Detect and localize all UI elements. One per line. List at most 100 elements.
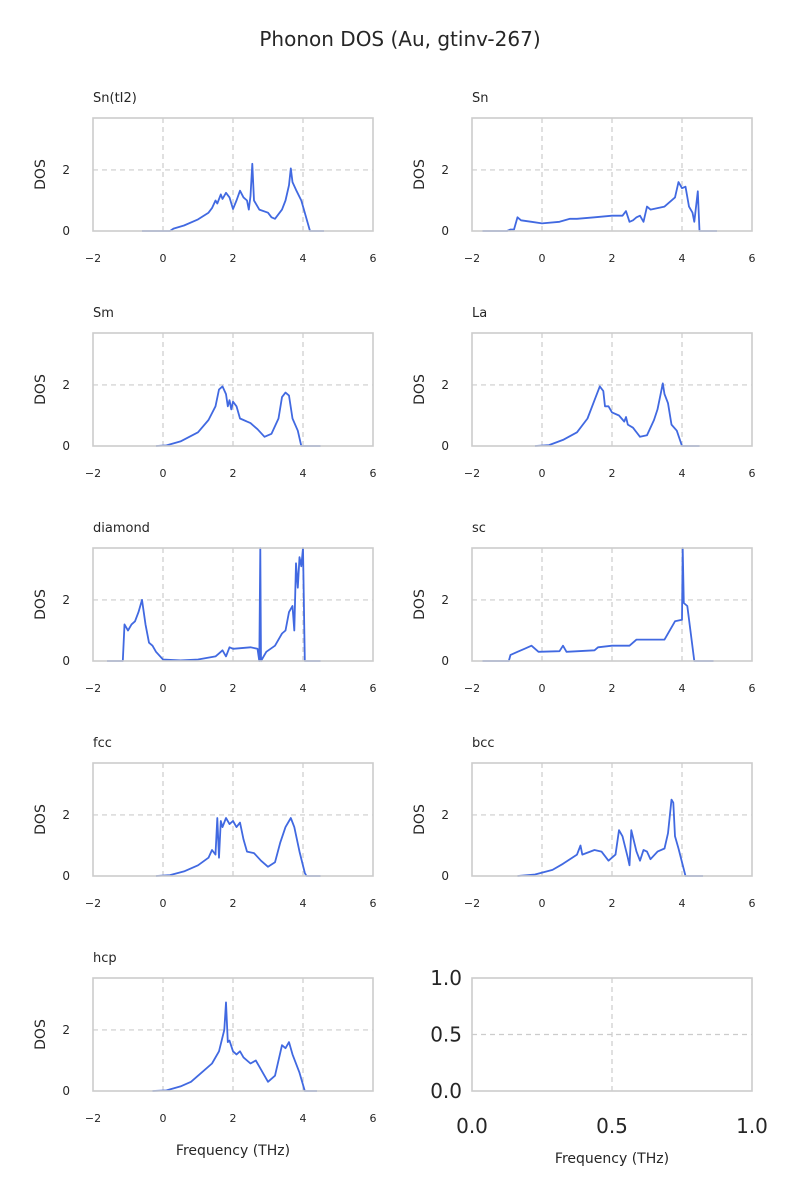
x-axis-label: Frequency (THz) bbox=[176, 1143, 290, 1159]
y-tick-label: 2 bbox=[441, 163, 449, 177]
y-tick-label: 0 bbox=[62, 1084, 70, 1098]
x-tick-label: 0 bbox=[539, 467, 546, 480]
y-tick-label: 0.0 bbox=[430, 1079, 462, 1103]
subplot-sn-ti2-: −2 0 2 4 6 0 2 Sn(tI2) DOS bbox=[33, 91, 377, 265]
subplot-empty: 0.0 0.5 1.0 0.0 0.5 1.0 Frequency (THz) bbox=[430, 966, 768, 1167]
axes-frame bbox=[471, 117, 753, 232]
x-tick-label: 4 bbox=[300, 252, 307, 265]
x-tick-label: 0 bbox=[539, 252, 546, 265]
x-tick-label: −2 bbox=[85, 467, 101, 480]
y-tick-label: 0 bbox=[62, 439, 70, 453]
x-tick-label: 6 bbox=[370, 897, 377, 910]
x-tick-label: 0 bbox=[539, 897, 546, 910]
x-tick-label: 0.5 bbox=[596, 1114, 628, 1138]
y-tick-label: 2 bbox=[62, 378, 70, 392]
x-tick-label: −2 bbox=[464, 252, 480, 265]
y-tick-label: 2 bbox=[62, 1023, 70, 1037]
y-tick-label: 2 bbox=[441, 378, 449, 392]
x-tick-label: 6 bbox=[749, 467, 756, 480]
x-tick-label: 2 bbox=[609, 682, 616, 695]
x-tick-label: 2 bbox=[230, 897, 237, 910]
subplot-title: hcp bbox=[93, 951, 117, 966]
y-axis-label: DOS bbox=[33, 374, 49, 405]
y-tick-label: 0 bbox=[441, 654, 449, 668]
subplot-title: Sn bbox=[472, 91, 489, 106]
axes-frame bbox=[92, 977, 374, 1092]
x-tick-label: 4 bbox=[300, 467, 307, 480]
x-tick-label: 6 bbox=[749, 897, 756, 910]
subplot-title: fcc bbox=[93, 736, 112, 751]
x-tick-label: 2 bbox=[230, 682, 237, 695]
x-tick-label: 0 bbox=[539, 682, 546, 695]
x-tick-label: 0 bbox=[160, 682, 167, 695]
y-tick-label: 2 bbox=[62, 163, 70, 177]
x-tick-label: 4 bbox=[679, 252, 686, 265]
y-tick-label: 0 bbox=[441, 869, 449, 883]
y-axis-label: DOS bbox=[412, 159, 428, 190]
axes-frame bbox=[92, 547, 374, 662]
x-tick-label: −2 bbox=[464, 467, 480, 480]
subplot-title: La bbox=[472, 306, 487, 321]
axes-frame bbox=[471, 977, 753, 1092]
x-tick-label: 6 bbox=[370, 467, 377, 480]
x-tick-label: −2 bbox=[85, 1112, 101, 1125]
subplot-sm: −2 0 2 4 6 0 2 Sm DOS bbox=[33, 306, 377, 480]
y-tick-label: 2 bbox=[441, 808, 449, 822]
subplot-title: bcc bbox=[472, 736, 495, 751]
subplot-la: −2 0 2 4 6 0 2 La DOS bbox=[412, 306, 756, 480]
x-tick-label: 4 bbox=[679, 467, 686, 480]
x-tick-label: 4 bbox=[679, 682, 686, 695]
subplot-title: Sn(tI2) bbox=[93, 91, 137, 106]
y-tick-label: 2 bbox=[62, 808, 70, 822]
dos-line bbox=[517, 798, 703, 877]
x-tick-label: 6 bbox=[370, 682, 377, 695]
axes-frame bbox=[92, 332, 374, 447]
y-axis-label: DOS bbox=[33, 159, 49, 190]
x-tick-label: 0 bbox=[160, 252, 167, 265]
subplot-sn: −2 0 2 4 6 0 2 Sn DOS bbox=[412, 91, 756, 265]
x-tick-label: 4 bbox=[300, 1112, 307, 1125]
x-tick-label: 4 bbox=[679, 897, 686, 910]
subplot-diamond: −2 0 2 4 6 0 2 diamond DOS bbox=[33, 521, 377, 695]
subplot-title: Sm bbox=[93, 306, 114, 321]
x-tick-label: −2 bbox=[85, 682, 101, 695]
dos-line bbox=[155, 817, 321, 877]
x-tick-label: −2 bbox=[464, 897, 480, 910]
dos-line bbox=[482, 181, 717, 232]
x-tick-label: 4 bbox=[300, 682, 307, 695]
x-tick-label: 2 bbox=[609, 252, 616, 265]
y-tick-label: 0 bbox=[441, 439, 449, 453]
x-axis-label: Frequency (THz) bbox=[555, 1151, 669, 1167]
y-axis-label: DOS bbox=[412, 804, 428, 835]
y-axis-label: DOS bbox=[33, 1019, 49, 1050]
dos-line bbox=[142, 162, 324, 232]
axes-frame bbox=[471, 332, 753, 447]
x-tick-label: −2 bbox=[85, 897, 101, 910]
y-axis-label: DOS bbox=[412, 374, 428, 405]
x-tick-label: 2 bbox=[230, 467, 237, 480]
figure-title: Phonon DOS (Au, gtinv-267) bbox=[259, 27, 540, 51]
x-tick-label: 0.0 bbox=[456, 1114, 488, 1138]
x-tick-label: 0 bbox=[160, 897, 167, 910]
dos-line bbox=[534, 382, 700, 447]
axes-frame bbox=[471, 547, 753, 662]
y-tick-label: 0.5 bbox=[430, 1023, 462, 1047]
x-tick-label: 2 bbox=[609, 897, 616, 910]
x-tick-label: 1.0 bbox=[736, 1114, 768, 1138]
x-tick-label: 2 bbox=[230, 1112, 237, 1125]
dos-line bbox=[152, 1001, 317, 1092]
y-axis-label: DOS bbox=[412, 589, 428, 620]
x-tick-label: 2 bbox=[230, 252, 237, 265]
y-tick-label: 2 bbox=[441, 593, 449, 607]
dos-line bbox=[482, 547, 714, 662]
y-axis-label: DOS bbox=[33, 589, 49, 620]
y-tick-label: 0 bbox=[62, 869, 70, 883]
x-tick-label: 0 bbox=[160, 467, 167, 480]
axes-frame bbox=[92, 762, 374, 877]
y-tick-label: 1.0 bbox=[430, 966, 462, 990]
subplot-fcc: −2 0 2 4 6 0 2 fcc DOS bbox=[33, 736, 377, 910]
x-tick-label: 6 bbox=[749, 252, 756, 265]
y-tick-label: 0 bbox=[441, 224, 449, 238]
dos-line bbox=[107, 547, 321, 662]
